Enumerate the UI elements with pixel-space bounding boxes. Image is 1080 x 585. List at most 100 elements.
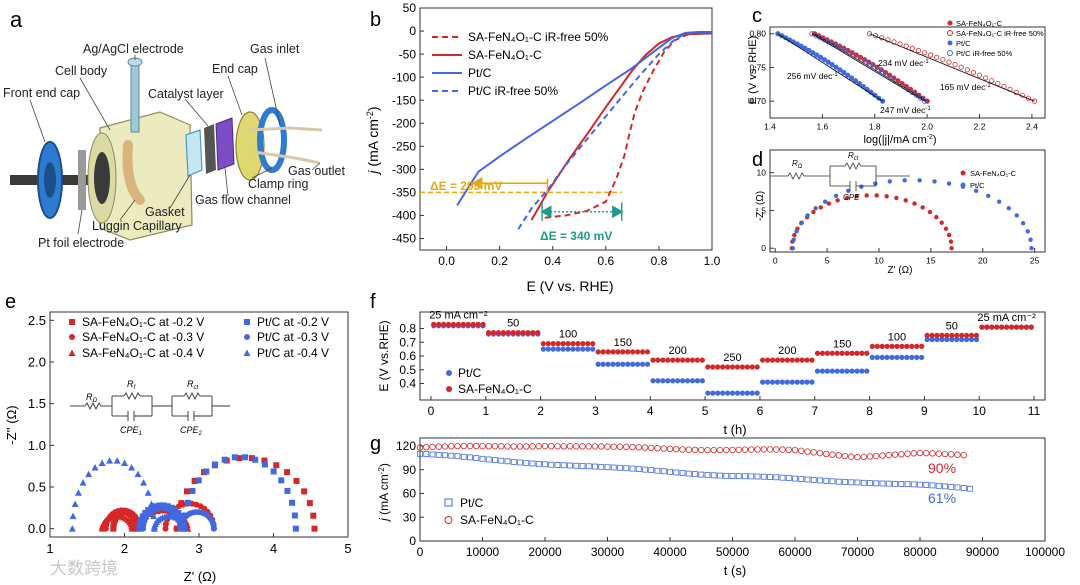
d-ytick-label: 10 [757,168,767,178]
g-series-1-point [429,443,436,451]
g-series-1-point [916,449,924,457]
panel-f-step-chart: f 0 1 2 3 4 5 6 7 8 9 10 11 0.40.50.60.70.8 25 mA cm⁻… [370,291,1046,437]
g-series-0-point [910,481,917,488]
g-ytick-label: 60 [403,487,417,501]
d-series-1-point [917,178,922,183]
c-series-0-fit [814,33,928,102]
g-series-1-point [566,443,574,450]
f-step-label: 25 mA cm⁻² [977,312,1036,324]
e-series-3-point [137,517,144,524]
f-series-1-point [580,341,586,347]
d-series-0-point [943,226,949,231]
e-series-5-point [121,459,129,466]
f-legend-0: Pt/C [458,366,482,380]
e-series-3-point [221,456,228,463]
f-series-1-point [680,357,686,363]
g-series-1-point [416,444,424,451]
e-legend: SA-FeN₄O₁-C at -0.2 V SA-FeN₄O₁-C at -0.… [68,315,329,360]
g-series-1-point [854,453,861,461]
f-series-0-point [889,354,895,360]
g-series-1-point [923,449,930,457]
g-series-1-point [698,446,705,454]
g-series-1-point [516,443,524,450]
f-series-1-point [954,332,960,338]
b-legend-3: Pt/C iR-free 50% [468,84,558,98]
c-xtick-label: 1.8 [869,122,881,132]
c-series-3-point [888,75,894,81]
f-series-0-point [914,354,920,360]
c-series-2-point [814,52,820,58]
f-series-1-point [984,324,990,330]
g-series-0-point [935,482,942,489]
f-series-1-point [769,357,776,363]
f-series-1-point [500,330,506,336]
f-series-0-point [789,379,795,385]
d-xlabel: Z' (Ω) [888,265,913,276]
f-series-1-point [973,332,980,338]
e-series-4-point [210,525,217,532]
g-ytick-label: 120 [396,439,416,453]
f-series-0-point [739,390,745,396]
g-series-1-point [929,450,936,457]
g-series-0-point [479,455,486,462]
g-series-1-point [848,453,855,460]
g-series-0-point [517,459,523,466]
g-series-0-point [529,460,536,467]
panel-g-stability-chart: g 0 10000 20000 30000 40000 50000 60000 70000 80… [370,433,1065,578]
f-xtick-label: 0 [428,404,435,418]
e-series-0-point [183,488,190,495]
f-series-1-point [939,332,945,338]
f-series-1-point [445,321,452,327]
f-series-1-point [964,332,970,338]
g-series-1-point [791,446,799,454]
f-series-1-point [884,343,890,349]
b-xtick-label: 0.6 [597,254,614,268]
f-series-1-point [600,349,606,355]
f-series-0-point [580,346,586,352]
g-series-1-point [498,443,505,450]
f-series-1-point [764,357,771,363]
d-series-1-point [846,188,851,194]
f-series-0-point [909,354,915,360]
g-series-0-point [423,451,430,458]
b-ytick-label: -50 [399,47,417,61]
d-series-0-point [934,214,939,220]
panel-c-label: c [752,5,762,27]
c-tafel-165: 165 mV dec-1 [940,82,991,92]
f-ytick-label: 0.4 [399,377,416,391]
c-legend-marker-1 [947,30,953,36]
b-series-0-line [544,31,713,219]
g-series-0-point [685,470,692,477]
c-series-3-point [871,64,878,70]
c-series-1-point [983,75,989,81]
f-series-0-point [655,378,661,384]
f-series-1-point [689,357,696,363]
panel-d-nyquist-chart: d 0 5 10 15 20 25 0 5 10 Z' (Ω) -Z'' (Ω) RΩ Rct … [752,149,1046,276]
f-series-1-point [944,332,950,338]
d-legend-0: SA-FeN₄O₁-C [970,169,1017,178]
g-series-1-point [666,445,674,453]
f-series-0-point [919,354,925,360]
f-series-1-point [440,321,447,327]
f-series-1-point [839,350,845,356]
f-series-0-point [954,336,960,343]
e-series-5-point [91,463,99,471]
f-series-1-point [754,364,760,370]
f-series-1-point [809,357,815,363]
e-legend-2: SA-FeN₄O₁-C at -0.4 V [82,346,204,360]
d-series-1-point [973,188,979,194]
c-xtick-label: 1.6 [816,122,828,132]
f-step-label: 200 [778,345,796,357]
e-series-3-point [139,513,146,520]
c-series-0-point [887,72,893,78]
e-series-0-point [132,522,139,529]
b-xtick-label: 1.0 [704,254,721,268]
d-legend-marker-1 [960,182,966,188]
c-xtick-label: 2.2 [974,122,986,132]
g-series-0-point [560,462,567,469]
clamp-ring [257,107,287,173]
b-ytick-label: -400 [392,209,416,223]
f-series-0-point [734,390,741,396]
d-ytick-label: 0 [761,243,766,253]
e-legend-marker-4 [244,334,250,340]
